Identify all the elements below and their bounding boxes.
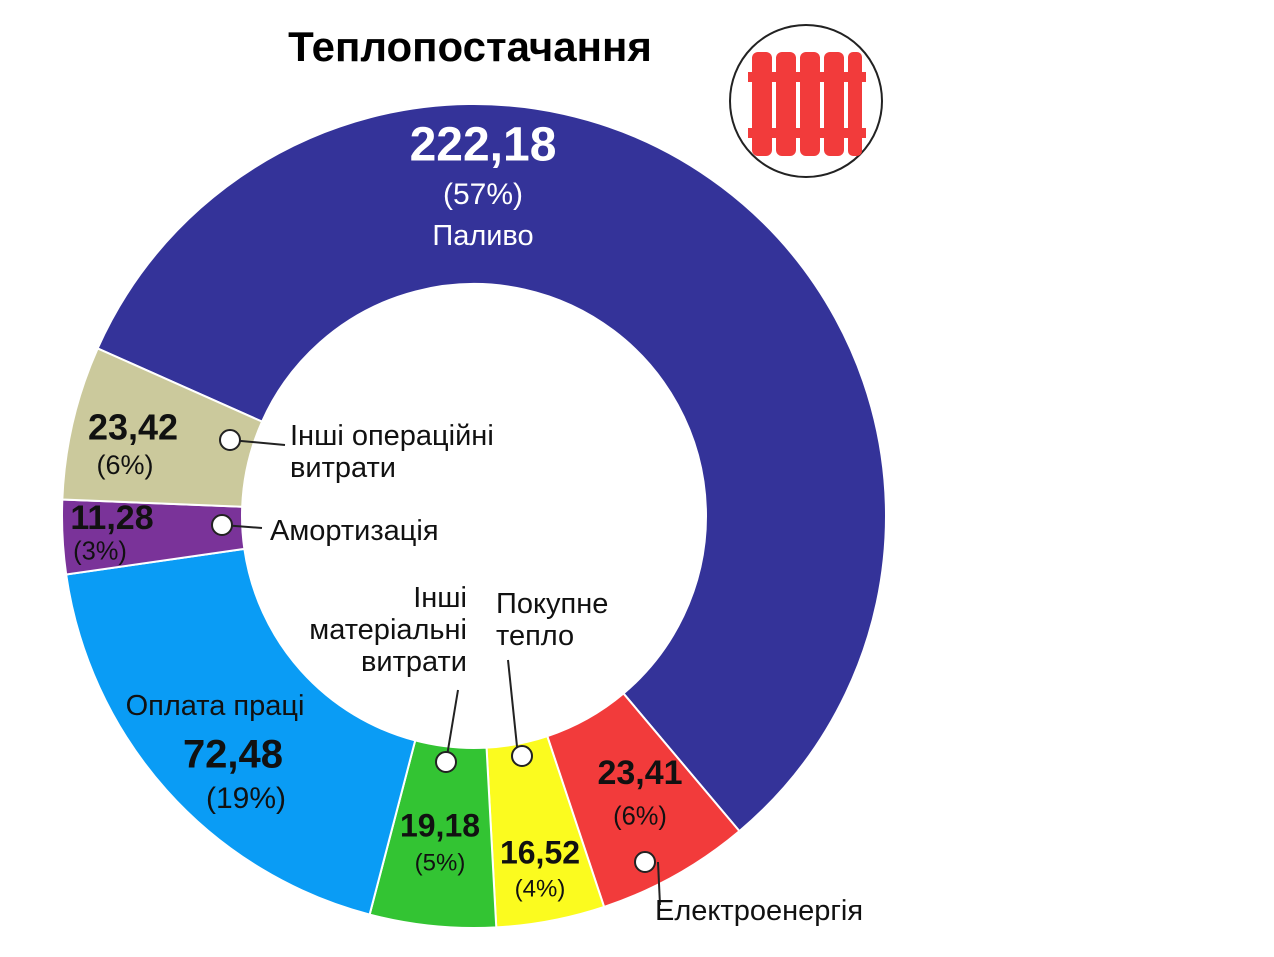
percent-label: (5%) (415, 849, 466, 876)
value-label: 23,41 (597, 754, 682, 792)
percent-label: (6%) (96, 450, 153, 480)
category-label: Оплата праці (125, 690, 305, 722)
donut-slice (96, 103, 887, 833)
donut-slice (61, 347, 264, 508)
category-label: Паливо (432, 220, 534, 252)
percent-label: (4%) (515, 875, 566, 902)
category-label: Інші операційні витрати (290, 420, 494, 484)
percent-label: (6%) (613, 803, 667, 831)
chart-title: Теплопостачання (288, 23, 652, 70)
value-label: 222,18 (410, 119, 557, 172)
value-label: 19,18 (400, 807, 480, 843)
percent-label: (19%) (206, 782, 286, 815)
value-label: 16,52 (500, 834, 580, 870)
category-label: Електроенергія (655, 895, 864, 927)
radiator-icon (729, 24, 883, 178)
percent-label: (3%) (73, 538, 127, 566)
category-label: Інші матеріальні витрати (309, 582, 467, 678)
category-label: Амортизація (270, 515, 439, 547)
value-label: 23,42 (88, 407, 178, 448)
percent-label: (57%) (443, 178, 523, 211)
value-label: 11,28 (70, 499, 153, 537)
value-label: 72,48 (183, 733, 283, 777)
category-label: Покупне тепло (496, 588, 609, 652)
donut-slice (65, 547, 417, 916)
